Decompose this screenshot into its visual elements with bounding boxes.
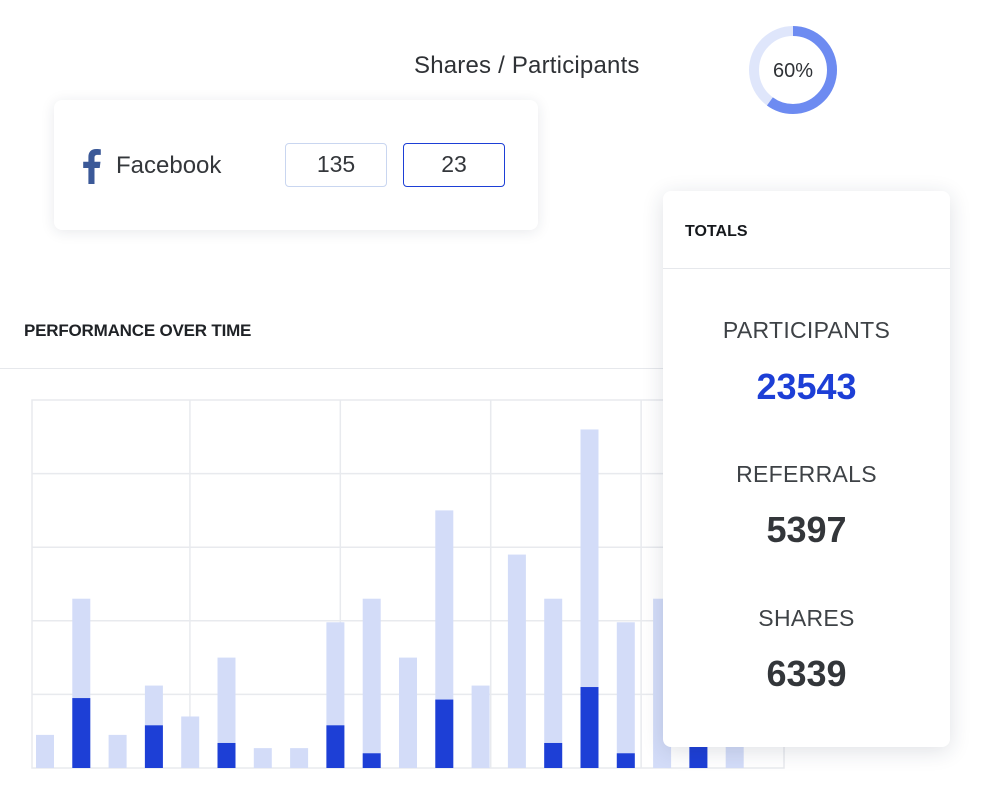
totals-card: TOTALS PARTICIPANTS 23543 REFERRALS 5397…	[663, 191, 950, 747]
donut-percent-text: 60%	[773, 60, 813, 82]
referrals-label: REFERRALS	[736, 461, 877, 487]
chart-bar-total	[181, 716, 200, 768]
shares-label: SHARES	[758, 605, 855, 631]
participants-label: PARTICIPANTS	[722, 317, 891, 343]
chart-bar-total	[616, 622, 635, 768]
chart-bar-highlight	[580, 687, 599, 768]
chart-bar-total	[580, 429, 599, 768]
chart-bar-highlight	[217, 742, 236, 768]
chart-bar-highlight	[544, 742, 563, 768]
chart-bar-total	[471, 685, 490, 768]
chart-bar-highlight	[616, 753, 635, 768]
chart-bar-total	[399, 657, 417, 768]
chart-bar-total	[108, 734, 127, 768]
chart-bar-total	[725, 745, 744, 768]
facebook-label: Facebook	[116, 152, 222, 179]
chart-bar-total	[290, 748, 309, 768]
chart-bar-highlight	[689, 745, 708, 768]
chart-bar-highlight	[144, 725, 163, 768]
chart-bar-highlight	[435, 699, 454, 768]
performance-divider	[0, 368, 680, 369]
participants-value: 23543	[756, 366, 857, 407]
donut-fill	[749, 26, 837, 114]
chart-bar-highlight	[362, 753, 381, 768]
shares-participants-label: Shares / Participants	[414, 52, 640, 79]
totals-divider	[663, 268, 950, 269]
referrals-value: 5397	[766, 509, 847, 550]
facebook-count-box[interactable]: 135	[285, 143, 387, 187]
facebook-card: Facebook 135 23	[54, 100, 538, 230]
chart-bar-total	[507, 554, 526, 768]
chart-bar-highlight	[72, 698, 91, 768]
shares-participants-donut: 60%	[749, 26, 837, 114]
chart-bar-highlight	[326, 725, 345, 768]
performance-title: PERFORMANCE OVER TIME	[24, 321, 252, 340]
chart-bar-total	[362, 598, 381, 768]
chart-bar-total	[36, 734, 54, 768]
chart-bar-total	[544, 598, 563, 768]
facebook-count-box-selected[interactable]: 23	[403, 143, 505, 187]
chart-bar-total	[217, 657, 236, 768]
chart-bar-total	[253, 748, 272, 768]
shares-value: 6339	[766, 653, 847, 694]
totals-header: TOTALS	[685, 223, 748, 240]
facebook-icon	[83, 149, 101, 184]
performance-chart	[31, 399, 785, 769]
